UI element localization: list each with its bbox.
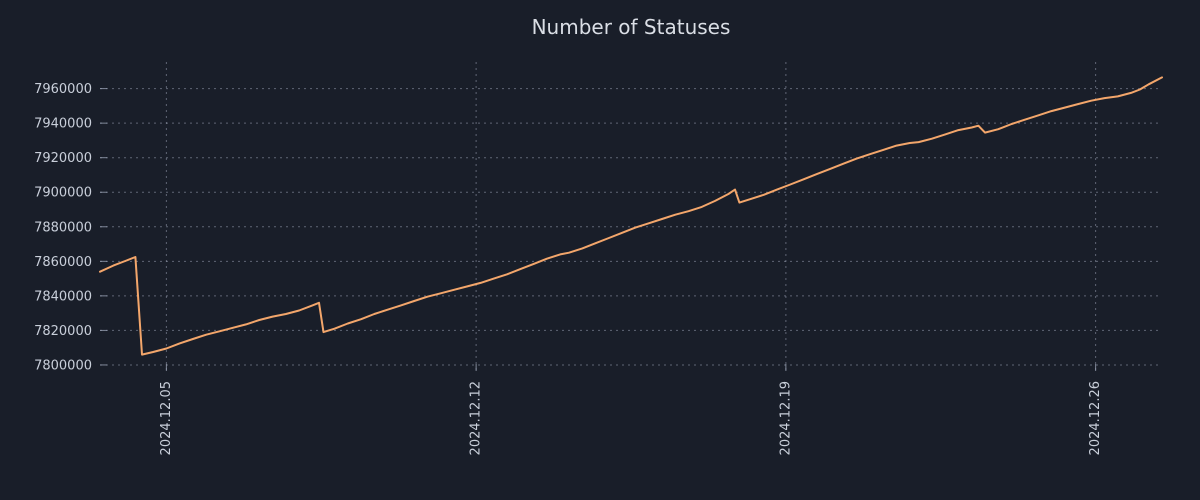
y-tick-label: 7820000 [34, 324, 92, 339]
grid-layer [100, 62, 1162, 371]
x-tick-label: 2024.12.12 [469, 381, 484, 455]
y-tick-label: 7860000 [34, 255, 92, 270]
series-layer [99, 76, 1163, 356]
x-tick-label: 2024.12.05 [159, 381, 174, 455]
chart-title: Number of Statuses [532, 15, 731, 39]
y-tick-label: 7880000 [34, 220, 92, 235]
y-tick-label: 7840000 [34, 289, 92, 304]
y-tick-label: 7900000 [34, 186, 92, 201]
y-tick-label: 7940000 [34, 117, 92, 132]
y-tick-label: 7920000 [34, 151, 92, 166]
x-tick-label: 2024.12.19 [778, 381, 793, 455]
series-line-statuses [99, 76, 1163, 356]
x-tick-label: 2024.12.26 [1088, 381, 1103, 455]
y-tick-label: 7960000 [34, 82, 92, 97]
axis-layer: 7800000 7820000 7840000 7860000 7880000 79000… [34, 82, 1103, 455]
y-tick-label: 7800000 [34, 358, 92, 373]
